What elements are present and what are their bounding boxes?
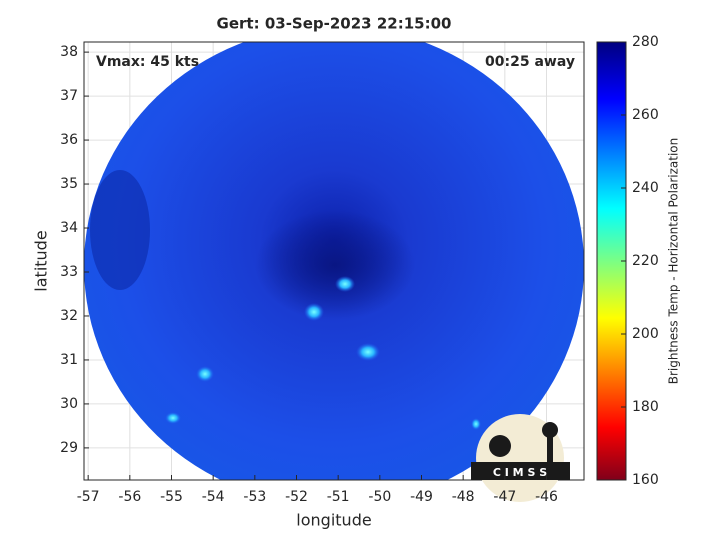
x-tick-label: -53 xyxy=(243,489,266,505)
colorbar-label: Brightness Temp - Horizontal Polarizatio… xyxy=(667,138,681,385)
feature xyxy=(335,276,355,292)
feature xyxy=(471,418,481,430)
x-tick-label: -51 xyxy=(327,489,350,505)
x-tick-label: -48 xyxy=(452,489,475,505)
x-tick-label: -46 xyxy=(535,489,558,505)
colorbar-tick-label: 160 xyxy=(632,472,659,488)
y-tick-label: 34 xyxy=(60,220,78,236)
logo-text: C I M S S xyxy=(493,466,547,479)
annotation: 00:25 away xyxy=(485,54,575,70)
x-axis-label: longitude xyxy=(296,511,371,530)
y-tick-label: 30 xyxy=(60,396,78,412)
colorbar-tick-label: 180 xyxy=(632,399,659,415)
image xyxy=(84,42,584,480)
x-tick-label: -50 xyxy=(368,489,391,505)
colorbar-tick-label: 280 xyxy=(632,34,659,50)
colorbar-tick-label: 240 xyxy=(632,180,659,196)
chart-title: Gert: 03-Sep-2023 22:15:00 xyxy=(217,15,452,33)
logo-dish xyxy=(489,435,511,457)
x-tick-label: -52 xyxy=(285,489,308,505)
y-tick-label: 36 xyxy=(60,132,78,148)
y-tick-label: 33 xyxy=(60,264,78,280)
feature xyxy=(196,366,214,382)
feature xyxy=(90,170,150,290)
feature xyxy=(165,412,181,424)
x-tick-label: -49 xyxy=(410,489,433,505)
colorbar-tick-label: 220 xyxy=(632,253,659,269)
colorbar-tick-label: 200 xyxy=(632,326,659,342)
y-tick-label: 35 xyxy=(60,176,78,192)
feature xyxy=(304,303,324,321)
plot-frame xyxy=(83,41,585,481)
logo-tower xyxy=(547,436,553,462)
y-tick-label: 38 xyxy=(60,44,78,60)
x-tick-label: -54 xyxy=(202,489,225,505)
x-tick-label: -56 xyxy=(118,489,141,505)
y-axis-label: latitude xyxy=(32,230,51,291)
core xyxy=(255,210,415,320)
y-tick-label: 37 xyxy=(60,88,78,104)
x-tick-label: -47 xyxy=(493,489,516,505)
x-tick-label: -57 xyxy=(77,489,100,505)
y-tick-label: 32 xyxy=(60,308,78,324)
feature xyxy=(356,343,380,361)
y-tick-label: 29 xyxy=(60,440,78,456)
colorbar-tick-label: 260 xyxy=(632,107,659,123)
x-tick-label: -55 xyxy=(160,489,183,505)
annotation: Vmax: 45 kts xyxy=(96,54,199,70)
logo: C I M S S xyxy=(471,414,570,502)
logo-tower xyxy=(542,422,558,438)
logo-band xyxy=(471,462,570,480)
y-tick-label: 31 xyxy=(60,352,78,368)
